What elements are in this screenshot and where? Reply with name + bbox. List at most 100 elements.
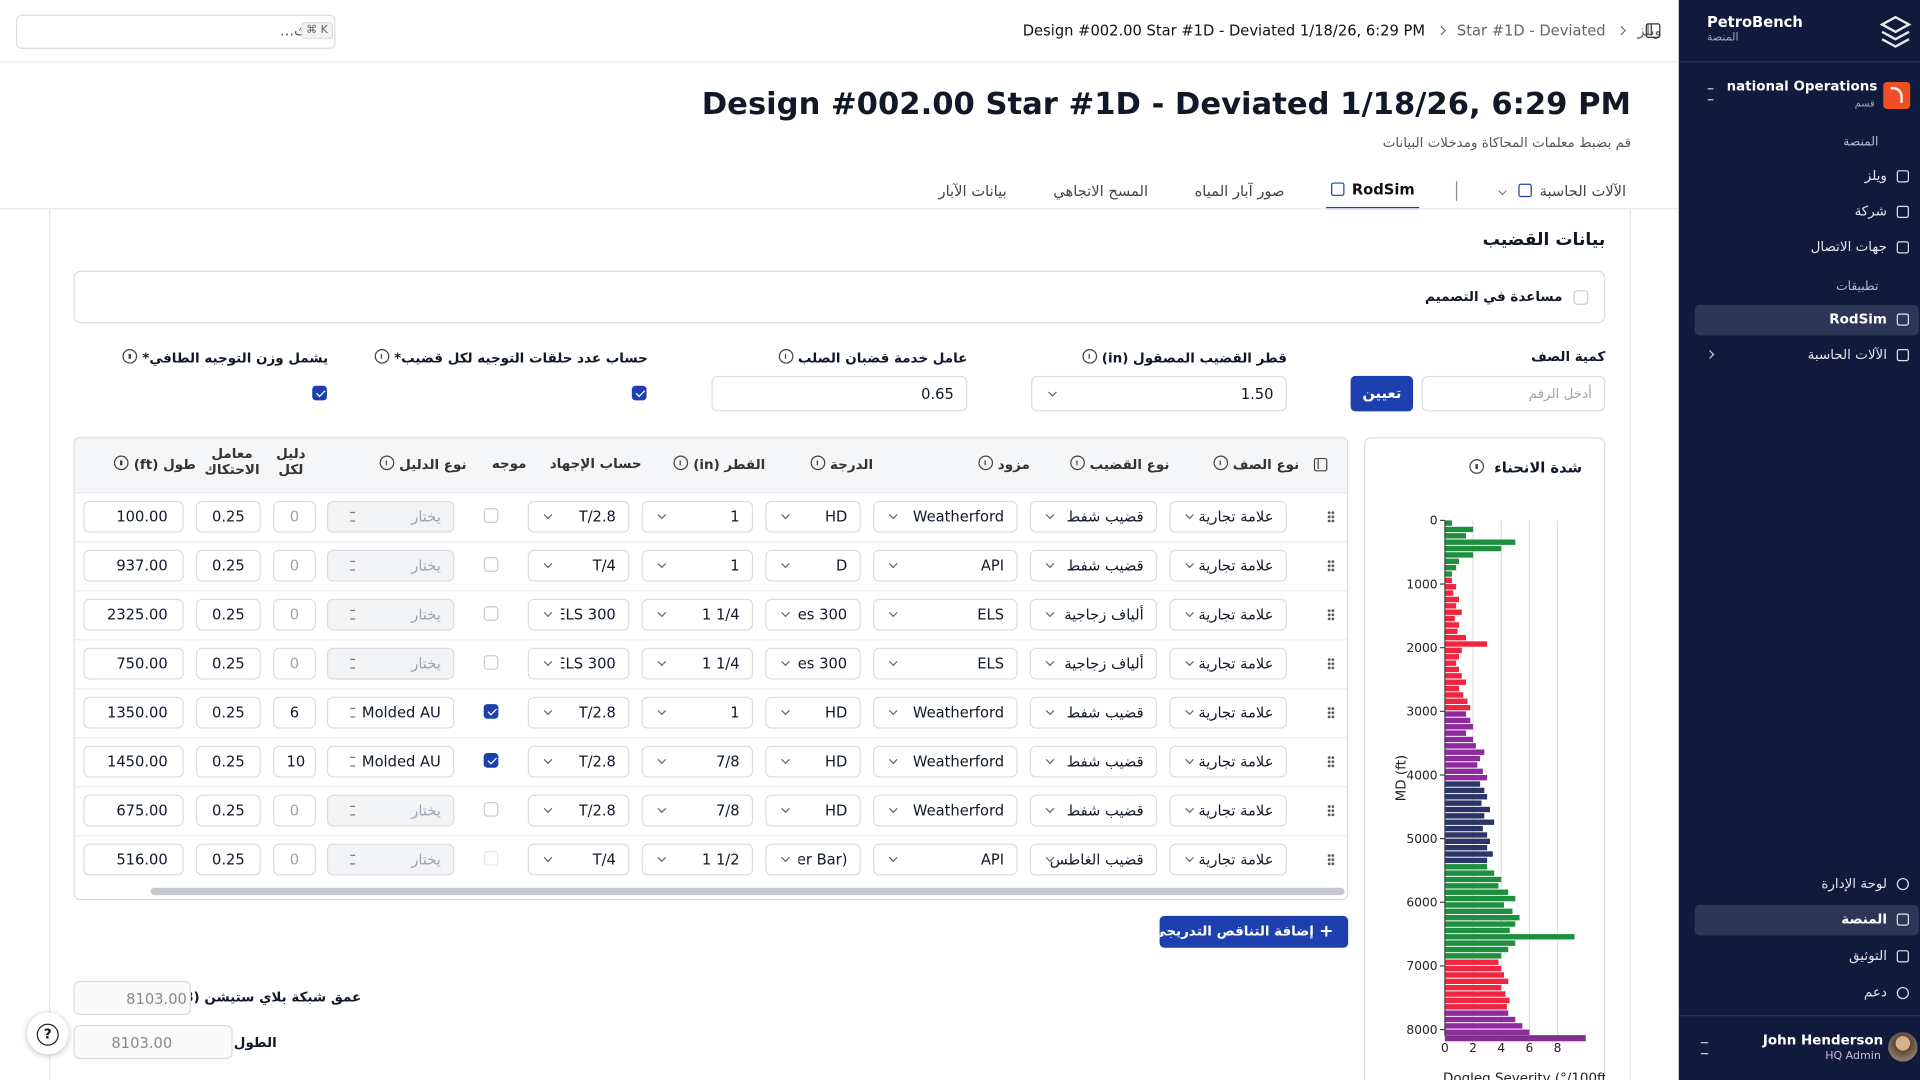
search-box[interactable]: بحث... <box>16 15 336 49</box>
input[interactable]: 516.00 <box>83 844 183 876</box>
select[interactable]: 7/8 <box>642 795 753 827</box>
select[interactable]: T/2.8 <box>528 501 630 533</box>
guide-select[interactable]: يختار <box>327 795 454 827</box>
select[interactable]: T/4 <box>528 844 630 876</box>
crumb[interactable]: Star #1D - Deviated <box>1457 22 1606 39</box>
select[interactable]: HD <box>765 795 861 827</box>
select[interactable]: علامة تجارية <box>1169 550 1287 582</box>
org-switcher[interactable] <box>1708 88 1714 100</box>
guide-select[interactable]: Molded AU <box>327 697 454 729</box>
select[interactable]: T/2.8 <box>528 795 630 827</box>
guided-checkbox[interactable] <box>484 606 499 621</box>
input[interactable]: 0.25 <box>196 697 261 729</box>
select[interactable]: قضيب شفط <box>1030 746 1157 778</box>
select[interactable]: 1 1/2 <box>642 844 753 876</box>
nav-item[interactable]: المنصة <box>1695 905 1919 936</box>
select[interactable]: 1 <box>642 501 753 533</box>
tab[interactable]: RodSim <box>1326 171 1419 209</box>
input[interactable]: 0.25 <box>196 746 261 778</box>
select[interactable]: T/2.8 <box>528 746 630 778</box>
nav-item[interactable]: لوحة الإدارة <box>1695 869 1919 900</box>
select[interactable]: 1 1/4 <box>642 599 753 631</box>
drag-handle[interactable] <box>1327 853 1334 865</box>
drag-handle[interactable] <box>1327 707 1334 719</box>
select[interactable]: Weatherford <box>873 746 1017 778</box>
select[interactable]: علامة تجارية <box>1169 746 1287 778</box>
guided-checkbox[interactable] <box>484 508 499 523</box>
select[interactable]: قضيب شفط <box>1030 697 1157 729</box>
help-button[interactable]: ? <box>27 1013 69 1055</box>
select[interactable]: D <box>765 550 861 582</box>
input[interactable]: 0.25 <box>196 501 261 533</box>
nav-item[interactable]: ويلز <box>1695 162 1919 193</box>
input[interactable]: 0 <box>273 501 316 533</box>
nav-item[interactable]: الآلات الحاسبة <box>1695 340 1919 371</box>
select[interactable]: 7/8 <box>642 746 753 778</box>
select[interactable]: قضيب شفط <box>1030 550 1157 582</box>
nav-item[interactable]: دعم <box>1695 978 1919 1009</box>
service-factor-input[interactable]: 0.65 <box>711 376 967 412</box>
select[interactable]: HD <box>765 746 861 778</box>
input[interactable]: 0.25 <box>196 550 261 582</box>
input[interactable]: 0.25 <box>196 844 261 876</box>
sidebar-toggle[interactable] <box>1646 23 1661 38</box>
guide-select[interactable]: يختار <box>327 844 454 876</box>
buoyant-checkbox[interactable] <box>312 386 327 401</box>
guide-select[interactable]: يختار <box>327 648 454 680</box>
select[interactable]: HD <box>765 501 861 533</box>
input[interactable]: 0 <box>273 550 316 582</box>
input[interactable]: 1350.00 <box>83 697 183 729</box>
select[interactable]: Weatherford <box>873 697 1017 729</box>
guided-checkbox[interactable] <box>484 753 499 768</box>
guide-select[interactable]: يختار <box>327 599 454 631</box>
input[interactable]: 937.00 <box>83 550 183 582</box>
select[interactable]: علامة تجارية <box>1169 648 1287 680</box>
select[interactable]: قضيب الغاطس <box>1030 844 1157 876</box>
input[interactable]: 0 <box>273 599 316 631</box>
input[interactable]: 0 <box>273 648 316 680</box>
design-assist-checkbox[interactable] <box>1573 290 1588 305</box>
drag-handle[interactable] <box>1327 560 1334 572</box>
select[interactable]: ELS <box>873 648 1017 680</box>
guided-checkbox[interactable] <box>484 802 499 817</box>
column-toggle[interactable] <box>1314 458 1327 471</box>
drag-handle[interactable] <box>1327 609 1334 621</box>
select[interactable]: ألياف زجاجية <box>1030 599 1157 631</box>
select[interactable]: Series 300 <box>765 599 861 631</box>
select[interactable]: HD <box>765 697 861 729</box>
select[interactable]: Weatherford <box>873 795 1017 827</box>
select[interactable]: علامة تجارية <box>1169 599 1287 631</box>
select[interactable]: 1 1/4 <box>642 648 753 680</box>
calc-guides-checkbox[interactable] <box>632 386 647 401</box>
guided-checkbox[interactable] <box>484 851 499 866</box>
polished-rod-select[interactable]: 1.50 <box>1031 376 1287 412</box>
drag-handle[interactable] <box>1327 511 1334 523</box>
select[interactable]: ELS 300 <box>528 599 630 631</box>
input[interactable]: 0.25 <box>196 599 261 631</box>
input[interactable]: 0 <box>273 844 316 876</box>
select[interactable]: 1 <box>642 697 753 729</box>
input[interactable]: 0.25 <box>196 795 261 827</box>
select[interactable]: ألياف زجاجية <box>1030 648 1157 680</box>
input[interactable]: 675.00 <box>83 795 183 827</box>
select[interactable]: ELS <box>873 599 1017 631</box>
select[interactable]: ELS 300 <box>528 648 630 680</box>
select[interactable]: علامة تجارية <box>1169 844 1287 876</box>
select[interactable]: قضيب شفط <box>1030 795 1157 827</box>
drag-handle[interactable] <box>1327 658 1334 670</box>
guide-select[interactable]: Molded AU <box>327 746 454 778</box>
guided-checkbox[interactable] <box>484 655 499 670</box>
add-taper-button[interactable]: +إضافة التناقص التدريجي <box>1160 916 1349 948</box>
tab[interactable]: بيانات الآبار <box>934 171 1012 209</box>
guide-select[interactable]: يختار <box>327 501 454 533</box>
nav-item[interactable]: التوثيق <box>1695 942 1919 973</box>
select[interactable]: T/4 <box>528 550 630 582</box>
select[interactable]: API <box>873 844 1017 876</box>
nav-item[interactable]: جهات الاتصال <box>1695 233 1919 264</box>
user-menu[interactable] <box>1701 1042 1708 1054</box>
select[interactable]: Series 300 <box>765 648 861 680</box>
select[interactable]: قضيب شفط <box>1030 501 1157 533</box>
select[interactable]: API <box>873 550 1017 582</box>
input[interactable]: 6 <box>273 697 316 729</box>
input[interactable]: 0.25 <box>196 648 261 680</box>
